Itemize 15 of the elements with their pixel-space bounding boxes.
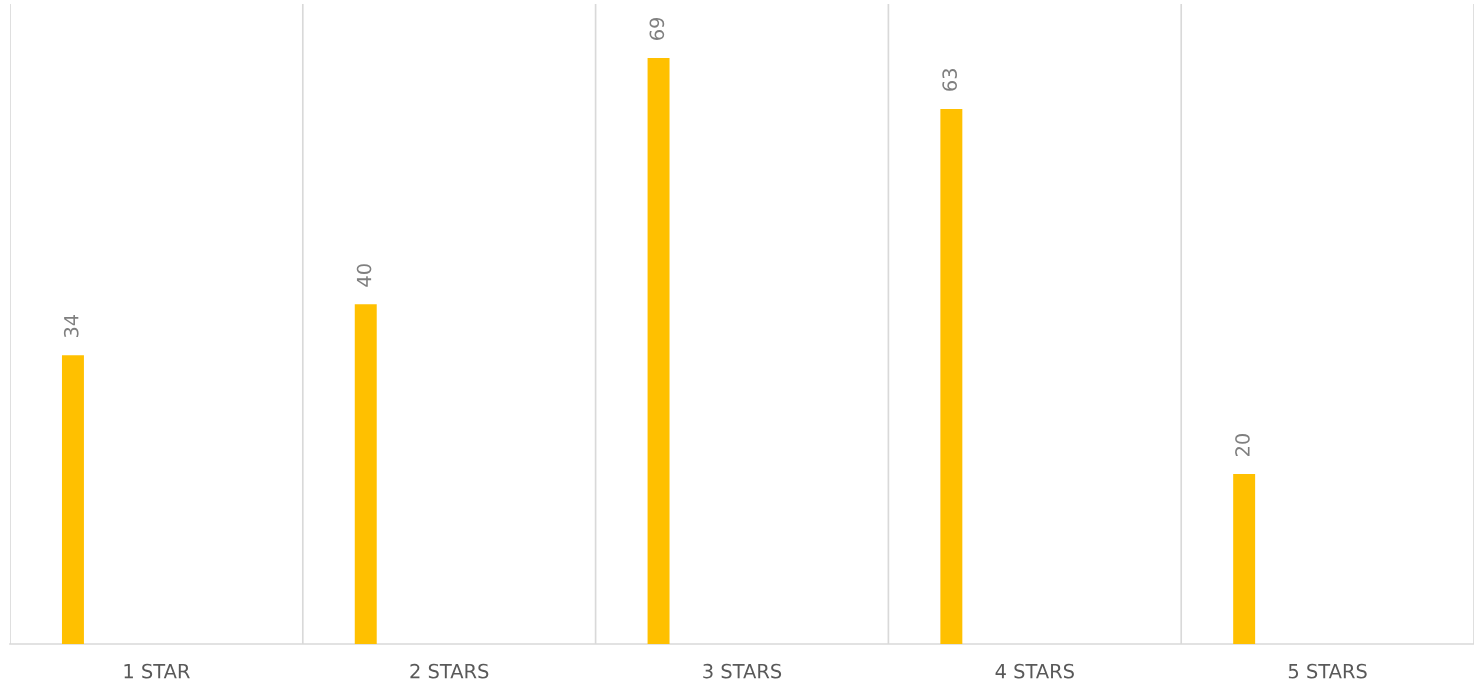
x-tick-label: 1 STAR — [124, 663, 190, 679]
bar — [1233, 474, 1256, 644]
data-label: 63 — [942, 69, 957, 91]
x-tick-label: 3 STARS — [703, 663, 782, 679]
data-label: 69 — [649, 17, 665, 40]
data-label: 34 — [63, 314, 79, 338]
bar — [647, 57, 670, 644]
data-label: 20 — [1235, 434, 1250, 457]
x-tick-label: 2 STARS — [410, 663, 489, 679]
bar — [61, 355, 84, 644]
data-label: 40 — [356, 264, 372, 287]
x-tick-label: 4 STARS — [995, 663, 1074, 679]
bar — [940, 108, 963, 644]
bar — [354, 304, 377, 644]
x-tick-label: 5 STARS — [1288, 663, 1367, 679]
